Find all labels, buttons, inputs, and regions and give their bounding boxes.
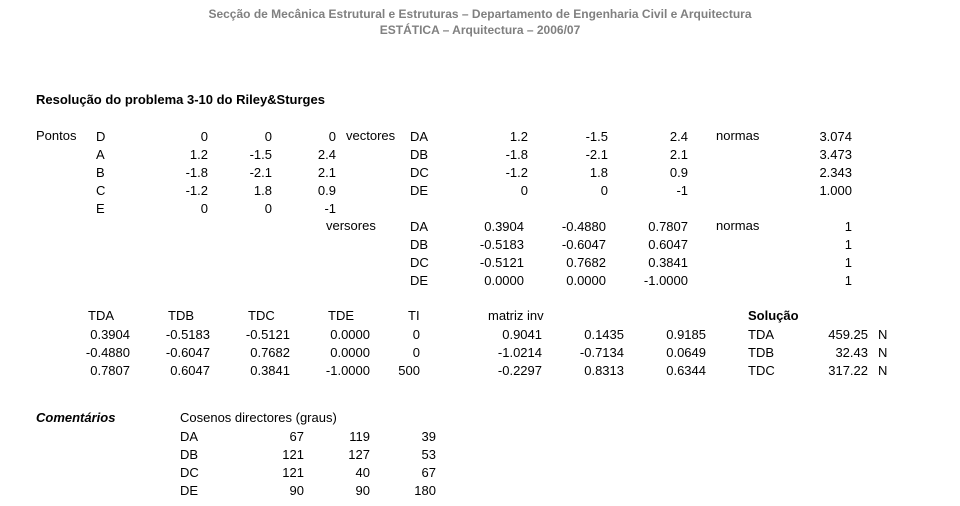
vectores-names: DA DB DC DE <box>410 128 429 200</box>
section-title: Resolução do problema 3-10 do Riley&Stur… <box>36 92 325 107</box>
matriz-c1: 0.9041-1.0214-0.2297 <box>470 326 542 380</box>
label-vectores: vectores <box>346 128 395 143</box>
pontos-x: 0 1.2 -1.8 -1.2 0 <box>168 128 208 218</box>
label-comentarios: Comentários <box>36 410 115 425</box>
label-normas-vec: normas <box>716 128 759 143</box>
vectores-z: 2.4 2.1 0.9 -1 <box>628 128 688 200</box>
pontos-z: 0 2.4 2.1 0.9 -1 <box>296 128 336 218</box>
matriz-c3: 0.91850.06490.6344 <box>634 326 706 380</box>
page-header: Secção de Mecânica Estrutural e Estrutur… <box>0 0 960 38</box>
pontos-names: D A B C E <box>96 128 105 218</box>
thead-TDC: TDC <box>248 308 275 323</box>
T-c2: -0.5183-0.60470.6047 <box>140 326 210 380</box>
label-normas-ver: normas <box>716 218 759 233</box>
cosenos-names: DADBDCDE <box>180 428 199 500</box>
matriz-c2: 0.1435-0.71340.8313 <box>552 326 624 380</box>
T-c1: 0.3904-0.48800.7807 <box>60 326 130 380</box>
label-solucao: Solução <box>748 308 799 323</box>
versores-z: 0.7807 0.6047 0.3841 -1.0000 <box>616 218 688 290</box>
pontos-y: 0 -1.5 -2.1 1.8 0 <box>232 128 272 218</box>
cosenos-a: 6712112190 <box>264 428 304 500</box>
thead-TDA: TDA <box>88 308 114 323</box>
thead-TDE: TDE <box>328 308 354 323</box>
T-c4: 0.00000.0000-1.0000 <box>300 326 370 380</box>
cosenos-b: 1191274090 <box>330 428 370 500</box>
vectores-normas: 3.074 3.473 2.343 1.000 <box>796 128 852 200</box>
label-cosenos: Cosenos directores (graus) <box>180 410 337 425</box>
versores-y: -0.4880 -0.6047 0.7682 0.0000 <box>534 218 606 290</box>
T-c3: -0.51210.76820.3841 <box>220 326 290 380</box>
header-line1: Secção de Mecânica Estrutural e Estrutur… <box>0 6 960 22</box>
thead-TI: TI <box>408 308 420 323</box>
solucao-values: 459.2532.43317.22 <box>806 326 868 380</box>
vectores-y: -1.5 -2.1 1.8 0 <box>548 128 608 200</box>
versores-normas: 1 1 1 1 <box>796 218 852 290</box>
solucao-names: TDATDBTDC <box>748 326 788 380</box>
versores-x: 0.3904 -0.5183 -0.5121 0.0000 <box>452 218 524 290</box>
label-pontos: Pontos <box>36 128 76 143</box>
header-line2: ESTÁTICA – Arquitectura – 2006/07 <box>0 22 960 38</box>
label-matriz: matriz inv <box>488 308 544 323</box>
versores-names: DA DB DC DE <box>410 218 429 290</box>
thead-TDB: TDB <box>168 308 194 323</box>
T-c5: 00500 <box>372 326 420 380</box>
solucao-units: NNN <box>878 326 892 380</box>
cosenos-c: 395367180 <box>396 428 436 500</box>
vectores-x: 1.2 -1.8 -1.2 0 <box>468 128 528 200</box>
label-versores: versores <box>326 218 376 233</box>
